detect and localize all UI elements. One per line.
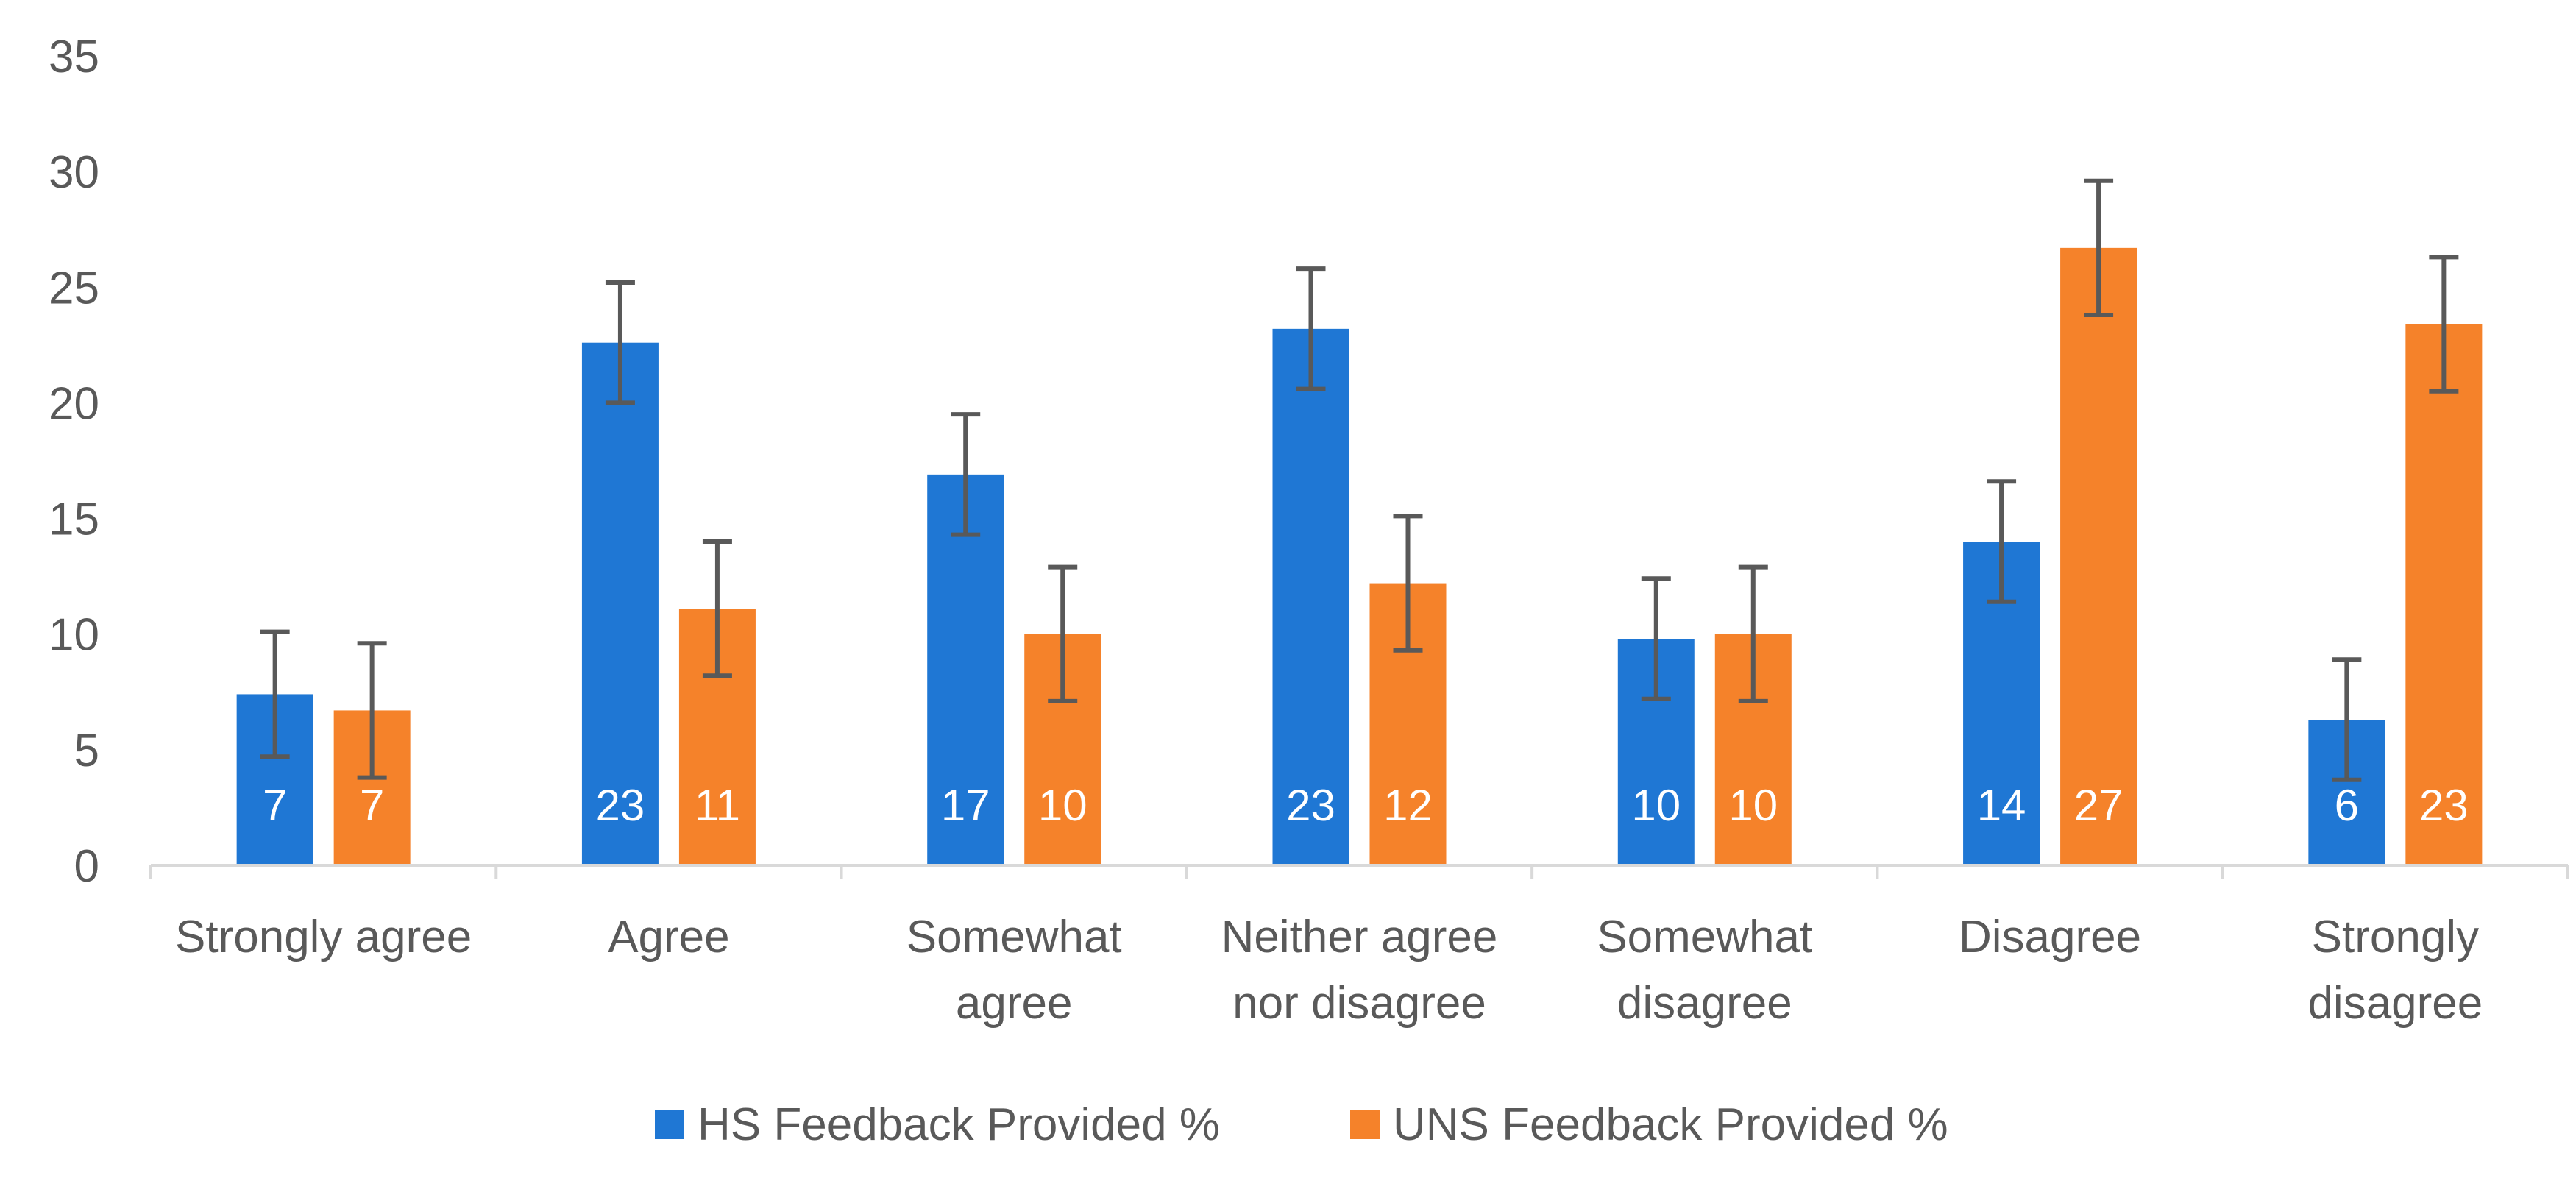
x-category-label: Agree: [608, 912, 729, 962]
bar-data-label: 17: [941, 781, 990, 830]
bar-data-label: 11: [695, 781, 740, 830]
x-category-label: Disagree: [1959, 912, 2141, 962]
x-category-label: Neither agree: [1221, 912, 1498, 962]
y-tick-label: 25: [49, 263, 99, 313]
x-category-label: disagree: [1617, 978, 1792, 1029]
bar-hs[interactable]: [927, 474, 1004, 865]
bar-data-label: 6: [2335, 781, 2359, 830]
y-axis: 0 5 10 15 20 25 30 35: [49, 32, 99, 892]
bar-data-label: 10: [1728, 781, 1778, 830]
y-tick-label: 35: [49, 32, 99, 82]
legend-label[interactable]: UNS Feedback Provided %: [1393, 1099, 1948, 1150]
bar-data-label: 10: [1038, 781, 1087, 830]
error-bars: [260, 178, 2459, 782]
bar-hs[interactable]: [581, 342, 659, 865]
legend-label[interactable]: HS Feedback Provided %: [698, 1099, 1220, 1150]
bars: [236, 247, 2483, 866]
bar-data-label: 23: [1286, 781, 1335, 830]
bar-data-label: 27: [2074, 781, 2123, 830]
legend-swatch: [655, 1110, 684, 1139]
legend[interactable]: HS Feedback Provided % UNS Feedback Provi…: [655, 1099, 1948, 1150]
bar-data-label: 7: [360, 781, 384, 830]
x-category-label: Somewhat: [906, 912, 1122, 962]
x-category-label: Somewhat: [1597, 912, 1812, 962]
bar-data-label: 14: [1977, 781, 2026, 830]
bar-data-label: 7: [263, 781, 287, 830]
y-tick-label: 20: [49, 378, 99, 429]
y-tick-label: 10: [49, 610, 99, 661]
bar-hs[interactable]: [1272, 328, 1349, 865]
bar-data-label: 10: [1631, 781, 1681, 830]
bar-data-label: 23: [596, 781, 645, 830]
x-category-label: nor disagree: [1232, 978, 1486, 1029]
bar-uns[interactable]: [2405, 324, 2483, 866]
x-axis: Strongly agree Agree Somewhat agree Neither …: [149, 864, 2569, 1029]
legend-swatch: [1350, 1110, 1380, 1139]
x-category-label: Strongly agree: [175, 912, 472, 962]
y-tick-label: 30: [49, 147, 99, 198]
bar-data-label: 23: [2419, 781, 2469, 830]
x-category-label: Strongly: [2312, 912, 2479, 962]
x-category-label: disagree: [2307, 978, 2483, 1029]
y-tick-label: 15: [49, 494, 99, 545]
x-category-label: agree: [956, 978, 1073, 1029]
bar-data-label: 12: [1383, 781, 1433, 830]
data-labels: 7 23 17 23 10 14 6 7 11 10 12 10 27 23: [263, 781, 2469, 830]
y-tick-label: 5: [74, 726, 99, 776]
bar-uns[interactable]: [2060, 247, 2137, 865]
y-tick-label: 0: [74, 841, 99, 892]
